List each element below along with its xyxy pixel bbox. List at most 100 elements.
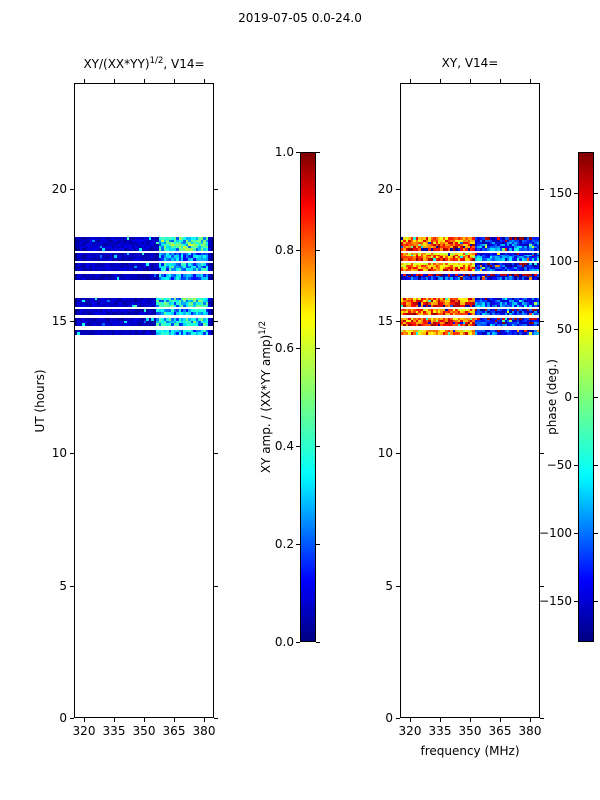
heatmap-cell bbox=[114, 309, 118, 313]
heatmap-cell bbox=[153, 248, 157, 251]
heatmap-cell bbox=[131, 243, 135, 247]
heatmap-cell bbox=[75, 300, 78, 303]
heatmap-cell bbox=[413, 275, 417, 279]
heatmap-cell bbox=[482, 331, 486, 335]
heatmap-cell bbox=[452, 277, 456, 280]
heatmap-cell bbox=[403, 258, 407, 261]
heatmap-cell bbox=[531, 266, 535, 270]
heatmap-cell bbox=[511, 302, 515, 306]
heatmap-cell bbox=[176, 257, 179, 261]
yticklabel-amplitude-1: 5 bbox=[59, 578, 67, 593]
heatmap-cell bbox=[489, 254, 493, 257]
heatmap-cell bbox=[136, 245, 140, 249]
heatmap-cell bbox=[521, 256, 525, 259]
heatmap-cell bbox=[482, 254, 486, 257]
heatmap-cell bbox=[208, 318, 211, 322]
heatmap-cell bbox=[487, 302, 491, 306]
heatmap-cell bbox=[494, 237, 498, 241]
heatmap-cell bbox=[151, 297, 155, 301]
heatmap-cell bbox=[489, 258, 493, 261]
heatmap-cell bbox=[144, 320, 147, 324]
heatmap-cell bbox=[447, 277, 451, 280]
heatmap-cell bbox=[516, 241, 520, 245]
amp-colorbar[interactable] bbox=[300, 152, 316, 642]
heatmap-cell bbox=[89, 302, 93, 306]
heatmap-cell bbox=[107, 331, 110, 335]
heatmap-cell bbox=[413, 311, 417, 314]
heatmap-cell bbox=[418, 241, 422, 245]
heatmap-cell bbox=[467, 319, 471, 323]
heatmap-cell bbox=[425, 266, 429, 270]
heatmap-cell bbox=[183, 304, 187, 308]
heatmap-cell bbox=[514, 258, 518, 261]
heatmap-cell bbox=[445, 266, 449, 270]
heatmap-cell bbox=[408, 258, 412, 261]
ytick-right-phase-4 bbox=[540, 188, 544, 190]
heatmap-cell bbox=[176, 273, 179, 278]
heatmap-cell bbox=[435, 321, 439, 325]
heatmap-cell bbox=[141, 302, 145, 306]
heatmap-cell bbox=[492, 321, 496, 325]
heatmap-cell bbox=[141, 273, 145, 278]
heatmap-cell bbox=[183, 276, 187, 280]
heatmap-cell bbox=[435, 329, 439, 333]
ytick-right-phase-1 bbox=[540, 585, 544, 587]
heatmap-cell bbox=[168, 257, 172, 261]
heatmap-cell bbox=[470, 275, 473, 279]
heatmap-cell bbox=[467, 312, 471, 316]
heatmap-cell bbox=[479, 297, 483, 301]
heatmap-cell bbox=[511, 245, 515, 249]
heatmap-cell bbox=[405, 241, 409, 245]
heatmap-cell bbox=[178, 304, 182, 308]
heatmap-cell bbox=[418, 243, 422, 247]
heatmap-cell bbox=[497, 275, 501, 279]
heatmap-cell bbox=[77, 309, 81, 313]
heatmap-cell bbox=[180, 263, 184, 267]
heatmap-cell bbox=[405, 302, 409, 306]
heatmap-cell bbox=[516, 275, 520, 279]
heatmap-cell bbox=[442, 252, 446, 256]
heatmap-cell bbox=[188, 302, 192, 306]
heatmap-cell bbox=[102, 263, 106, 267]
heatmap-cell bbox=[168, 312, 172, 316]
heatmap-cell bbox=[474, 241, 478, 245]
cbticklabel-phase-6: 150 bbox=[549, 185, 572, 200]
heatmap-cell bbox=[420, 300, 424, 303]
heatmap-cell bbox=[440, 297, 444, 301]
heatmap-cell bbox=[415, 329, 419, 333]
heatmap-cell bbox=[139, 322, 142, 326]
heatmap-cell bbox=[144, 237, 147, 241]
plot-area-amplitude[interactable] bbox=[74, 83, 214, 718]
heatmap-cell bbox=[435, 300, 439, 303]
heatmap-cell bbox=[445, 268, 449, 272]
heatmap-cell bbox=[171, 329, 175, 333]
heatmap-cell bbox=[506, 297, 510, 301]
heatmap-cell bbox=[178, 237, 182, 241]
heatmap-cell bbox=[531, 273, 535, 277]
heatmap-cell bbox=[504, 254, 508, 257]
plot-area-phase[interactable] bbox=[400, 83, 540, 718]
heatmap-cell bbox=[99, 300, 103, 303]
heatmap-cell bbox=[146, 252, 150, 256]
heatmap-cell bbox=[403, 243, 407, 247]
heatmap-cell bbox=[445, 311, 449, 314]
heatmap-cell bbox=[462, 252, 466, 256]
heatmap-cell bbox=[526, 331, 530, 335]
heatmap-cell bbox=[529, 329, 533, 333]
heatmap-cell bbox=[156, 320, 160, 324]
heatmap-cell bbox=[472, 311, 476, 314]
heatmap-row bbox=[401, 254, 539, 257]
heatmap-cell bbox=[183, 273, 187, 278]
heatmap-cell bbox=[447, 263, 451, 266]
phase-colorbar[interactable] bbox=[578, 152, 594, 642]
heatmap-cell bbox=[176, 312, 179, 316]
heatmap-cell bbox=[489, 275, 493, 279]
heatmap-cell bbox=[403, 277, 407, 280]
heatmap-cell bbox=[75, 302, 78, 306]
heatmap-cell bbox=[484, 252, 488, 256]
heatmap-cell bbox=[450, 268, 454, 272]
heatmap-cell bbox=[511, 256, 515, 259]
heatmap-cell bbox=[107, 273, 110, 278]
heatmap-cell bbox=[534, 329, 537, 333]
heatmap-cell bbox=[408, 248, 412, 251]
